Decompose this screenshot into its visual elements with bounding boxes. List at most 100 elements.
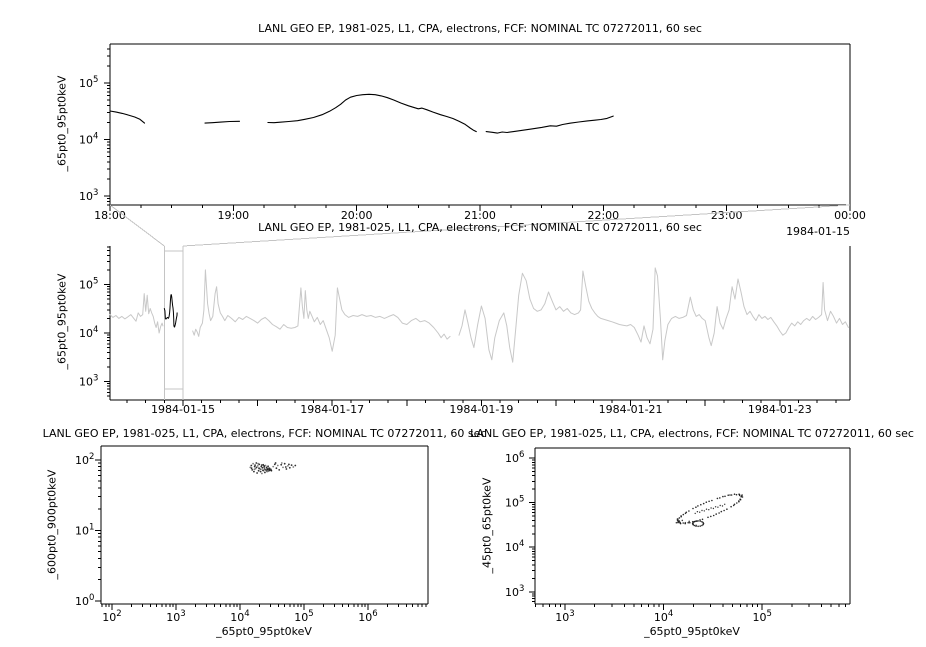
scatter-right-plot[interactable]: 103 104 105 103 104 105 106: [505, 447, 851, 624]
streak-point: [714, 506, 717, 508]
loop-point: [738, 493, 740, 496]
loop-point: [697, 505, 699, 507]
overview-context-line: [458, 267, 849, 363]
streak-point: [705, 508, 708, 510]
x-tick-label: 00:00: [834, 209, 866, 222]
scatter-point: [253, 470, 255, 473]
scatter-point: [250, 464, 253, 467]
scatter-point: [262, 469, 264, 472]
streak-point: [694, 512, 696, 515]
mini-circle-point: [695, 520, 697, 522]
loop-point: [687, 521, 689, 524]
stray-point: [675, 521, 678, 524]
scatter-point: [257, 469, 260, 472]
streak-point: [710, 507, 712, 509]
loop-point: [695, 506, 697, 509]
scatter-left-plot[interactable]: 102 103 104 105 106 100 101 102: [75, 445, 429, 624]
loop-point: [718, 512, 720, 514]
plot-title-overview: LANL GEO EP, 1981-025, L1, CPA, electron…: [258, 221, 702, 234]
mini-circle-point: [699, 525, 701, 527]
x-tick-label: 103: [166, 609, 185, 624]
scatter-point: [258, 467, 260, 470]
loop-point: [708, 500, 710, 503]
loop-point: [723, 509, 725, 512]
scatter-point: [283, 462, 286, 465]
loop-point: [679, 522, 682, 525]
scatter-point: [255, 466, 258, 469]
stray-point: [681, 519, 684, 522]
scatter-point: [292, 466, 295, 468]
loop-point: [692, 507, 694, 510]
y-axis-label-overview: _65pt0_95pt0keV: [55, 273, 69, 370]
overview-context-line: [192, 269, 451, 352]
scatter-point: [273, 463, 276, 466]
overview-plot[interactable]: 1984-01-15 1984-01-17 1984-01-19 1984-01-21…: [79, 204, 851, 416]
loop-point: [682, 513, 685, 516]
streak-point: [699, 511, 701, 513]
scatter-point: [253, 468, 256, 471]
y-tick-label: 103: [79, 188, 98, 203]
loop-point: [733, 493, 736, 496]
x-tick-label: 18:00: [94, 209, 126, 222]
mini-circle-point: [702, 521, 704, 524]
x-tick-label: 1984-01-23: [748, 403, 812, 416]
overview-context-line: [109, 293, 164, 334]
y-axis-label-detail: _65pt0_95pt0keV: [55, 75, 69, 172]
x-tick-label: 105: [752, 609, 771, 624]
detail-plot[interactable]: 18:00 19:00 20:00 21:00 22:00 23:00 00:0010310…: [79, 43, 866, 222]
x-tick-label: 105: [294, 609, 313, 624]
scatter-point: [256, 465, 259, 467]
scatter-point: [266, 469, 269, 471]
loop-point: [727, 494, 729, 497]
loop-point: [702, 502, 705, 505]
loop-point: [736, 502, 738, 504]
x-tick-label: 104: [654, 609, 673, 624]
mini-circle-point: [697, 525, 699, 528]
scatter-point: [287, 465, 289, 467]
loop-point: [716, 497, 719, 500]
loop-point: [701, 518, 704, 521]
context-connector-left: [109, 204, 165, 247]
x-tick-label: 104: [230, 609, 249, 624]
scatter-point: [256, 472, 258, 474]
streak-point: [724, 503, 726, 505]
scatter-point: [267, 465, 269, 468]
loop-point: [712, 514, 715, 517]
loop-point: [710, 515, 712, 518]
plot-title-scatter-left: LANL GEO EP, 1981-025, L1, CPA, electron…: [42, 427, 487, 440]
x-tick-label: 103: [555, 609, 574, 624]
scatter-point: [260, 465, 263, 468]
x-axis-label-scatter-right: _65pt0_95pt0keV: [644, 625, 740, 638]
streak-point: [701, 509, 703, 512]
x-tick-label: 21:00: [464, 209, 496, 222]
context-connector-right: [182, 204, 851, 247]
y-tick-label: 106: [505, 450, 524, 465]
mini-circle-point: [702, 523, 704, 526]
scatter-point: [288, 463, 290, 466]
x-tick-label: 1984-01-17: [300, 403, 364, 416]
scatter-point: [264, 464, 267, 467]
x-tick-label: 102: [102, 609, 121, 624]
loop-point: [729, 494, 731, 496]
mini-circle-point: [697, 520, 699, 522]
loop-point: [682, 522, 684, 524]
x-tick-label: 22:00: [587, 209, 619, 222]
loop-point: [730, 505, 732, 508]
loop-point: [680, 515, 682, 518]
streak-point: [696, 511, 699, 513]
scatter-point: [275, 467, 278, 470]
scatter-point: [250, 467, 253, 470]
scatter-point: [263, 468, 266, 470]
loop-point: [689, 521, 691, 524]
streak-point: [721, 505, 724, 507]
scatter-point: [265, 467, 268, 470]
y-tick-label: 105: [505, 495, 524, 510]
loop-point: [739, 498, 741, 501]
stray-point: [695, 524, 697, 527]
stray-point: [678, 521, 681, 523]
y-tick-label: 101: [75, 522, 94, 537]
loop-point: [738, 500, 740, 502]
y-tick-label: 104: [505, 539, 524, 554]
